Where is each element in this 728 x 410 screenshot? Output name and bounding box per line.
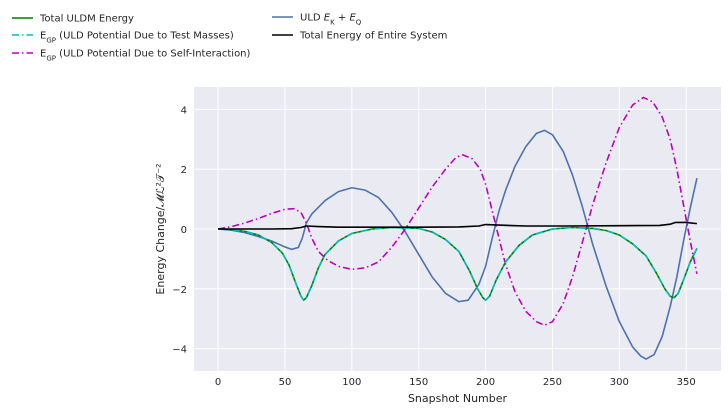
legend-label: Total Energy of Entire System xyxy=(299,31,447,42)
legend-label: Total ULDM Energy xyxy=(39,14,134,25)
legend: Total ULDM Energy EGP (ULD Potential Due … xyxy=(12,13,447,63)
series-line xyxy=(217,96,698,327)
x-tick-label: 100 xyxy=(342,377,361,388)
x-tick-label: 200 xyxy=(476,377,495,388)
y-axis-label: Energy Change/𝓜ℒ²𝒯⁻² xyxy=(154,163,167,294)
y-tick-label: 0 xyxy=(181,225,187,236)
series-line xyxy=(218,221,698,230)
y-tick-label: 4 xyxy=(181,105,187,116)
legend-label: EGP (ULD Potential Due to Test Masses) xyxy=(40,31,234,45)
x-tick-label: 250 xyxy=(543,377,562,388)
series-line xyxy=(218,226,698,301)
y-tick-label: 2 xyxy=(181,165,187,176)
tick-labels: 0 50 100 150 200 250 300 350 −4 −2 0 2 4 xyxy=(172,105,696,388)
y-tick-label: −2 xyxy=(172,285,187,296)
legend-label: EGP (ULD Potential Due to Self-Interacti… xyxy=(40,49,251,63)
y-tick-label: −4 xyxy=(172,345,187,356)
legend-label: ULD EK + EQ xyxy=(300,13,362,27)
series-line xyxy=(218,129,698,360)
x-tick-label: 300 xyxy=(610,377,629,388)
x-tick-label: 0 xyxy=(215,377,221,388)
x-tick-label: 350 xyxy=(677,377,696,388)
series-lines xyxy=(217,96,698,360)
x-tick-label: 150 xyxy=(409,377,428,388)
x-axis-label: Snapshot Number xyxy=(408,392,508,405)
x-tick-label: 50 xyxy=(279,377,292,388)
